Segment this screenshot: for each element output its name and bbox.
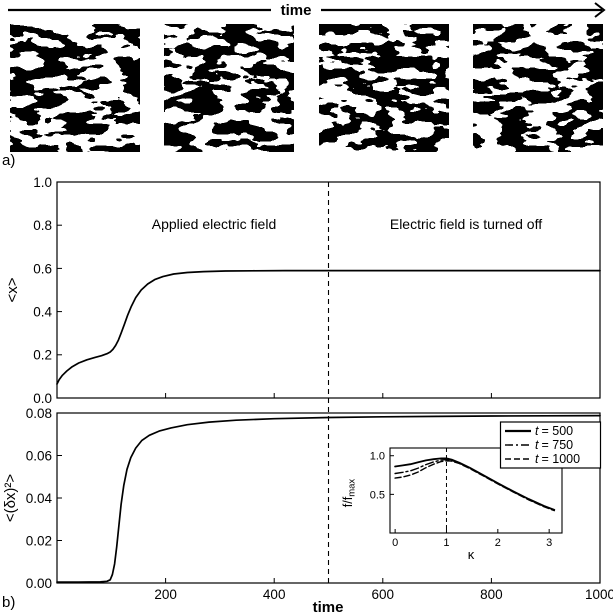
charts-canvas: 0.0 0.2 0.4 0.6 0.8 1.0 200 400 600 800 1000 0.00 0… (2, 175, 613, 615)
legend-entry-t1000: t = 1000 (535, 452, 580, 466)
inset-legend: t = 500 t = 750 t = 1000 (499, 421, 602, 469)
time-arrow-label: time (281, 2, 312, 19)
annotation-field-off: Electric field is turned off (390, 216, 542, 232)
plot-frame (389, 447, 563, 534)
x-tick-label: 0 (392, 537, 398, 549)
y-tick-label: 0.08 (26, 406, 52, 421)
y-axis-label-mean-x: <x> (4, 277, 21, 302)
y-tick-label: 0.4 (33, 304, 52, 319)
y-tick-label: 1.0 (33, 175, 52, 190)
y-tick-label: 1.0 (370, 451, 385, 463)
x-tick-label: 1 (443, 537, 449, 549)
series-t-1000 (394, 460, 555, 512)
inset-y-axis-label: f/fmax (341, 479, 358, 508)
y-axis-label-variance: <(δx)²> (2, 474, 19, 523)
microstructure-snapshot-2 (164, 24, 295, 152)
panel-label-a: a) (2, 152, 16, 169)
microstructure-snapshot-1 (10, 24, 140, 152)
panel-label-b: b) (2, 594, 16, 611)
annotation-applied-field: Applied electric field (152, 216, 277, 232)
pattern-texture (164, 24, 295, 152)
pattern-texture (472, 24, 603, 152)
y-tick-label: 0.04 (26, 491, 53, 506)
y-tick-label: 0.0 (33, 391, 52, 406)
legend-var: t (535, 438, 539, 452)
x-tick-label: 2 (495, 537, 501, 549)
series-mean-x (56, 269, 601, 385)
x-tick-label: 1000 (585, 587, 613, 602)
x-axis-label-time: time (313, 599, 344, 615)
legend-var: t (535, 424, 539, 438)
y-tick-label: 0.6 (33, 261, 52, 276)
legend-entry-t750: t = 750 (535, 438, 573, 452)
microstructure-panels (10, 24, 603, 152)
time-arrow: time (8, 2, 606, 19)
x-tick-label: 3 (546, 537, 552, 549)
plot-variance: 200 400 600 800 1000 0.00 0.02 0.04 0.06 0.08 (26, 406, 613, 602)
y-tick-label: 0.5 (370, 489, 385, 501)
pattern-texture (318, 24, 449, 152)
legend-entry-t500: t = 500 (535, 424, 573, 438)
plot-mean-order-parameter: 0.0 0.2 0.4 0.6 0.8 1.0 (33, 175, 601, 406)
inset-ylabel-main: f/f (341, 496, 355, 507)
microstructure-snapshot-4 (472, 24, 603, 152)
legend-value: = 500 (541, 424, 573, 438)
legend-value: = 750 (541, 438, 573, 452)
microstructure-snapshot-3 (318, 24, 449, 152)
x-tick-label: 400 (263, 587, 286, 602)
y-tick-label: 0.06 (26, 448, 52, 463)
series-variance (56, 414, 601, 583)
y-tick-label: 0.00 (26, 576, 52, 591)
y-tick-label: 0.02 (26, 533, 52, 548)
x-tick-label: 800 (480, 587, 503, 602)
inset-ylabel-sub: max (347, 479, 358, 497)
legend-var: t (535, 452, 539, 466)
pattern-texture (10, 24, 140, 152)
inset-x-axis-label: κ (468, 547, 475, 562)
inset-structure-factor: 0 1 2 3 0.5 1.0 (370, 447, 563, 549)
x-tick-label: 200 (154, 587, 177, 602)
y-tick-label: 0.2 (33, 348, 52, 363)
x-tick-label: 600 (372, 587, 395, 602)
arrowhead-icon (594, 2, 606, 18)
y-tick-label: 0.8 (33, 218, 52, 233)
legend-value: = 1000 (541, 452, 580, 466)
